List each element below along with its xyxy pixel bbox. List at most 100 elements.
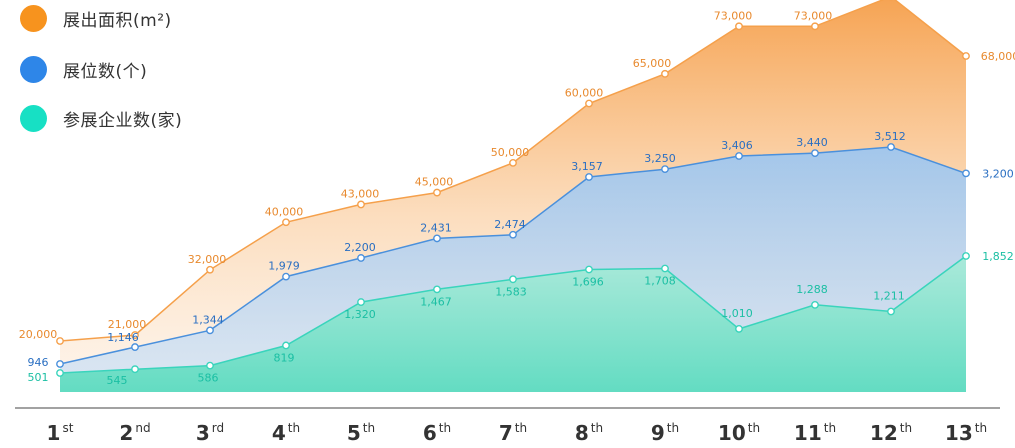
data-label-exhibitors-4: 819 <box>274 351 295 364</box>
data-label-booths-3: 1,344 <box>192 313 224 326</box>
data-point-exhibitors-1 <box>56 369 64 377</box>
data-label-exhibitors-10: 1,010 <box>721 307 753 320</box>
data-label-area-6: 45,000 <box>415 176 454 189</box>
legend-label-area: 展出面积(m²) <box>63 10 172 31</box>
area-fill-exhibitors <box>60 256 966 392</box>
data-label-area-2: 21,000 <box>108 318 147 331</box>
legend-label-booths: 展位数(个) <box>63 61 148 82</box>
data-label-exhibitors-11: 1,288 <box>796 283 828 296</box>
data-point-exhibitors-12 <box>887 307 895 316</box>
data-point-exhibitors-13 <box>962 252 970 260</box>
legend-item-area: 展出面积(m²) <box>20 3 172 33</box>
data-point-exhibitors-5 <box>357 298 365 306</box>
data-label-area-10: 73,000 <box>714 9 753 22</box>
data-label-exhibitors-12: 1,211 <box>873 290 905 303</box>
data-label-area-5: 43,000 <box>341 187 380 200</box>
data-point-area-4 <box>282 218 290 227</box>
data-point-booths-10 <box>735 152 743 160</box>
data-label-booths-7: 2,474 <box>494 218 526 231</box>
data-label-exhibitors-9: 1,708 <box>644 274 676 287</box>
data-label-booths-1: 946 <box>28 356 49 369</box>
data-label-area-7: 50,000 <box>491 146 530 159</box>
data-label-exhibitors-1: 501 <box>28 371 49 384</box>
data-point-area-13 <box>962 52 970 60</box>
legend-label-exhibitors: 参展企业数(家) <box>63 110 183 131</box>
data-point-area-1 <box>56 337 64 345</box>
data-point-area-10 <box>735 22 743 31</box>
data-label-booths-8: 3,157 <box>571 160 603 173</box>
data-point-exhibitors-3 <box>206 361 214 370</box>
data-label-booths-6: 2,431 <box>420 221 452 234</box>
data-point-booths-6 <box>433 234 441 243</box>
data-point-area-6 <box>433 188 441 197</box>
legend-item-exhibitors: 参展企业数(家) <box>20 103 182 133</box>
legend-item-booths: 展位数(个) <box>20 54 147 84</box>
data-point-exhibitors-4 <box>282 341 290 350</box>
data-point-booths-8 <box>585 173 593 181</box>
data-point-exhibitors-8 <box>585 265 593 274</box>
data-label-area-3: 32,000 <box>188 253 227 266</box>
data-point-area-11 <box>811 22 819 31</box>
data-point-area-9 <box>661 69 669 78</box>
data-label-booths-11: 3,440 <box>796 136 828 149</box>
legend-swatch-booths <box>20 55 47 83</box>
data-label-exhibitors-7: 1,583 <box>495 285 527 298</box>
data-label-area-1: 20,000 <box>19 328 58 341</box>
data-label-booths-9: 3,250 <box>644 152 676 165</box>
data-point-area-8 <box>585 99 593 108</box>
data-point-exhibitors-11 <box>811 300 819 309</box>
data-point-exhibitors-10 <box>735 325 743 333</box>
data-label-booths-5: 2,200 <box>344 241 376 254</box>
data-label-booths-12: 3,512 <box>874 130 906 143</box>
data-point-booths-12 <box>887 143 895 151</box>
data-label-booths-2: 1,146 <box>107 331 139 344</box>
data-point-booths-9 <box>661 165 669 174</box>
data-point-booths-2 <box>131 343 139 351</box>
data-label-booths-13: 3,200 <box>982 167 1014 180</box>
data-label-area-11: 73,000 <box>794 9 833 22</box>
legend-swatch-exhibitors <box>20 104 47 132</box>
data-label-area-13: 68,000 <box>981 50 1015 63</box>
data-point-exhibitors-2 <box>131 365 139 374</box>
data-label-exhibitors-3: 586 <box>198 372 219 385</box>
data-label-area-8: 60,000 <box>565 87 604 100</box>
data-point-exhibitors-6 <box>433 285 441 294</box>
legend-swatch-area <box>20 4 47 32</box>
data-point-booths-5 <box>357 254 365 262</box>
data-point-area-5 <box>357 200 365 209</box>
data-label-area-4: 40,000 <box>265 205 304 218</box>
data-point-booths-7 <box>509 230 517 239</box>
data-label-booths-10: 3,406 <box>721 139 753 152</box>
data-point-booths-4 <box>282 272 290 281</box>
data-point-booths-3 <box>206 326 214 335</box>
data-point-booths-11 <box>811 149 819 157</box>
data-label-area-9: 65,000 <box>633 57 672 70</box>
data-point-exhibitors-7 <box>509 275 517 284</box>
data-label-booths-4: 1,979 <box>268 260 300 273</box>
data-label-exhibitors-13: 1,852 <box>982 250 1014 263</box>
data-label-exhibitors-2: 545 <box>107 374 128 387</box>
data-point-booths-1 <box>56 360 64 368</box>
data-point-area-7 <box>509 158 517 167</box>
data-label-exhibitors-5: 1,320 <box>344 308 376 321</box>
data-point-booths-13 <box>962 169 970 178</box>
data-label-exhibitors-6: 1,467 <box>420 295 452 308</box>
data-label-exhibitors-8: 1,696 <box>572 276 604 289</box>
data-point-area-2 <box>131 331 139 339</box>
data-point-exhibitors-9 <box>661 264 669 273</box>
